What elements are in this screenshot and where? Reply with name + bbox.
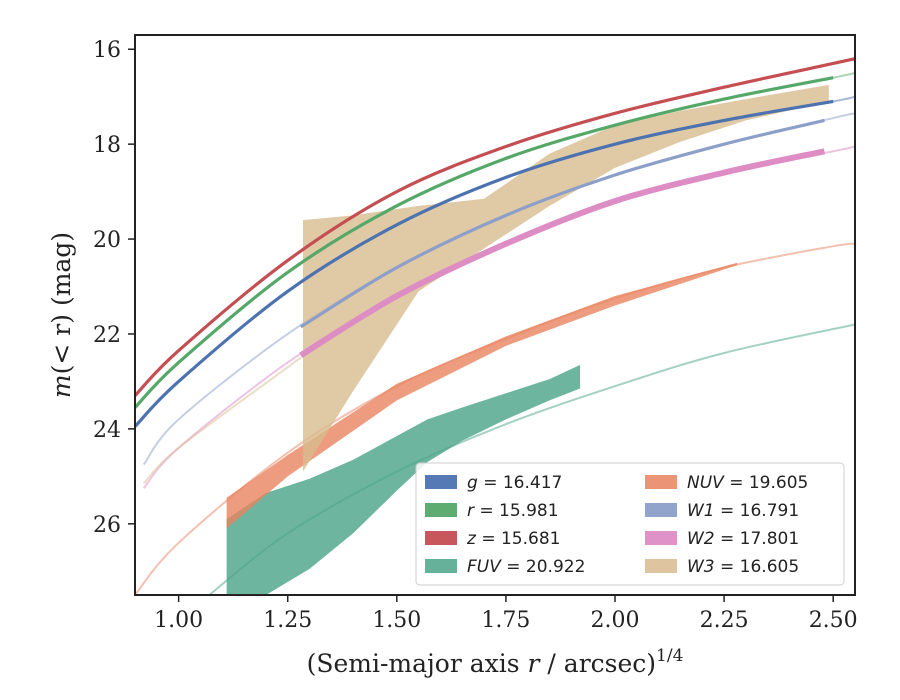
x-tick-label: 1.75 bbox=[481, 608, 530, 633]
y-axis-ticks: 16 18 20 22 24 26 bbox=[93, 38, 135, 538]
legend: g = 16.417 r = 15.981 z = 15.681 FUV = 20.9… bbox=[415, 462, 845, 586]
series-w3-model-line bbox=[143, 356, 303, 485]
y-tick-label: 26 bbox=[93, 513, 121, 538]
legend-swatch-g bbox=[425, 475, 457, 489]
x-axis-label: (Semi-major axis r / arcsec)1/4 bbox=[307, 646, 684, 678]
legend-swatch-fuv bbox=[425, 559, 457, 573]
x-tick-label: 1.25 bbox=[263, 608, 312, 633]
x-axis-ticks: 1.00 1.25 1.50 1.75 2.00 2.25 2.50 bbox=[154, 595, 858, 633]
measured-curves bbox=[135, 57, 855, 428]
series-g-line bbox=[135, 99, 834, 428]
legend-label-fuv: FUV = 20.922 bbox=[467, 557, 585, 577]
series-r-line bbox=[135, 76, 834, 409]
y-axis-label: m(< r) (mag) bbox=[47, 232, 76, 398]
y-tick-label: 18 bbox=[93, 133, 121, 158]
legend-swatch-r bbox=[425, 503, 457, 517]
legend-box bbox=[415, 462, 845, 586]
x-tick-label: 2.25 bbox=[700, 608, 749, 633]
y-tick-label: 22 bbox=[93, 323, 121, 348]
uncertainty-bands bbox=[226, 84, 829, 595]
y-tick-label: 16 bbox=[93, 38, 121, 63]
legend-label-g: g = 16.417 bbox=[467, 473, 562, 493]
legend-label-r: r = 15.981 bbox=[467, 501, 559, 521]
legend-swatch-z bbox=[425, 531, 457, 545]
series-w2-line bbox=[299, 148, 826, 358]
x-tick-label: 1.00 bbox=[154, 608, 203, 633]
legend-label-w3: W3 = 16.605 bbox=[687, 557, 799, 577]
y-tick-label: 20 bbox=[93, 228, 121, 253]
legend-label-nuv: NUV = 19.605 bbox=[687, 473, 808, 493]
legend-label-w2: W2 = 17.801 bbox=[687, 529, 799, 549]
x-tick-label: 1.50 bbox=[372, 608, 421, 633]
legend-swatch-w2 bbox=[645, 531, 677, 545]
series-w1-line bbox=[299, 118, 825, 329]
legend-swatch-w3 bbox=[645, 559, 677, 573]
plot-frame bbox=[134, 34, 856, 596]
legend-label-w1: W1 = 16.791 bbox=[687, 501, 799, 521]
series-z-line bbox=[135, 57, 855, 397]
legend-swatch-nuv bbox=[645, 475, 677, 489]
series-w3-band bbox=[303, 84, 829, 472]
x-tick-label: 2.50 bbox=[809, 608, 858, 633]
x-tick-label: 2.00 bbox=[591, 608, 640, 633]
legend-label-z: z = 15.681 bbox=[466, 529, 560, 549]
y-tick-label: 24 bbox=[93, 418, 121, 443]
series-fuv-band bbox=[226, 364, 581, 595]
legend-swatch-w1 bbox=[645, 503, 677, 517]
